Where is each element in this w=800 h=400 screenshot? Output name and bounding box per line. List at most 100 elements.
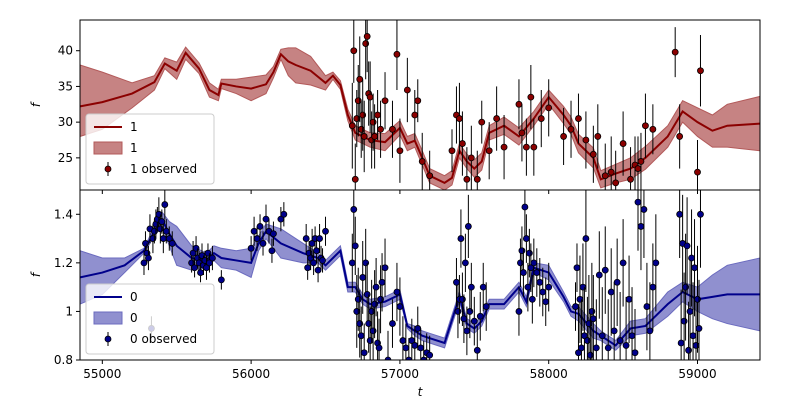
observed-point — [377, 125, 384, 133]
observed-point — [393, 288, 401, 296]
observed-point — [601, 172, 609, 180]
observed-point — [500, 143, 508, 151]
y-tick-label: 35 — [58, 79, 73, 93]
observed-point — [353, 308, 361, 315]
observed-point — [627, 175, 634, 183]
x-tick-label: 58000 — [530, 367, 568, 381]
observed-point — [467, 154, 475, 162]
top-panel: 25 30 35 40 f 1 1 1 observed — [29, 19, 761, 194]
observed-point — [366, 93, 374, 101]
observed-point — [357, 332, 365, 340]
observed-point — [302, 235, 310, 242]
observed-point — [389, 125, 396, 133]
observed-point — [389, 320, 396, 327]
y-tick-label: 1 — [65, 304, 73, 318]
observed-point — [460, 315, 468, 323]
bottom-panel: 0.8 1 1.2 1.4 55000 56000 57000 58000 59000 f 0 0 0 … — [29, 189, 761, 381]
observed-point — [467, 283, 475, 291]
observed-point — [612, 179, 620, 187]
observed-point — [463, 327, 471, 335]
observed-point — [536, 278, 544, 286]
observed-point — [310, 259, 318, 267]
observed-point — [688, 254, 695, 262]
observed-point — [156, 225, 164, 233]
observed-point — [524, 283, 532, 291]
observed-point — [168, 240, 176, 247]
observed-point — [384, 356, 392, 360]
x-tick-label: 56000 — [232, 367, 270, 381]
observed-point — [159, 235, 167, 242]
observed-point — [155, 210, 163, 218]
observed-point — [351, 242, 359, 250]
observed-point — [259, 240, 267, 247]
observed-point — [316, 235, 323, 242]
legend-marker-swatch — [104, 335, 112, 343]
observed-point — [448, 147, 456, 155]
observed-point — [542, 298, 550, 306]
observed-point — [637, 223, 645, 230]
observed-point — [356, 75, 364, 83]
observed-point — [363, 291, 371, 298]
observed-point — [637, 158, 645, 165]
observed-point — [360, 133, 368, 140]
observed-point — [426, 351, 434, 359]
observed-point — [539, 288, 547, 296]
observed-point — [366, 337, 374, 344]
observed-point — [517, 259, 524, 267]
observed-point — [685, 346, 692, 354]
observed-point — [601, 266, 609, 274]
observed-point — [592, 344, 600, 352]
observed-point — [368, 308, 376, 315]
observed-point — [589, 150, 597, 158]
observed-point — [365, 320, 373, 327]
model-line — [80, 51, 760, 185]
y-tick-label: 40 — [58, 44, 73, 58]
observed-point — [377, 295, 384, 303]
observed-point — [396, 303, 404, 310]
observed-point — [695, 325, 703, 332]
legend-label: 0 — [130, 311, 138, 325]
observed-point — [642, 122, 649, 130]
observed-point — [405, 356, 413, 360]
observed-point — [149, 235, 157, 242]
legend-band-swatch — [93, 311, 123, 325]
observed-point — [374, 111, 381, 119]
observed-point — [250, 227, 258, 235]
plot-area — [80, 20, 760, 190]
observed-point — [270, 230, 277, 238]
observed-point — [360, 349, 368, 357]
x-axis-label: t — [418, 385, 424, 399]
observed-point — [545, 283, 553, 291]
observed-point — [399, 337, 407, 344]
legend-band-swatch — [93, 141, 123, 155]
observed-point — [585, 320, 593, 327]
observed-point — [256, 223, 264, 230]
observed-point — [322, 227, 329, 235]
observed-point — [528, 295, 536, 303]
observed-point — [616, 337, 624, 344]
observed-point — [522, 143, 530, 151]
observed-point — [518, 129, 526, 137]
axes-frame — [79, 189, 761, 361]
observed-point — [403, 86, 411, 94]
observed-point — [530, 143, 538, 151]
observed-point — [161, 201, 169, 208]
observed-point — [381, 264, 389, 272]
y-tick-label: 30 — [58, 115, 73, 129]
observed-point — [414, 325, 422, 332]
observed-point — [378, 278, 386, 286]
observed-point — [631, 349, 639, 357]
observed-point — [573, 264, 581, 272]
observed-point — [357, 125, 365, 133]
observed-point — [625, 295, 633, 303]
observed-point — [142, 240, 149, 247]
observed-point — [652, 259, 660, 267]
observed-point — [371, 133, 379, 140]
observed-point — [459, 295, 466, 303]
observed-point — [646, 327, 654, 335]
x-tick-label: 55000 — [83, 367, 121, 381]
observed-point — [414, 97, 422, 105]
legend-label: 1 — [130, 141, 138, 155]
observed-point — [588, 308, 596, 315]
observed-point — [369, 327, 377, 335]
